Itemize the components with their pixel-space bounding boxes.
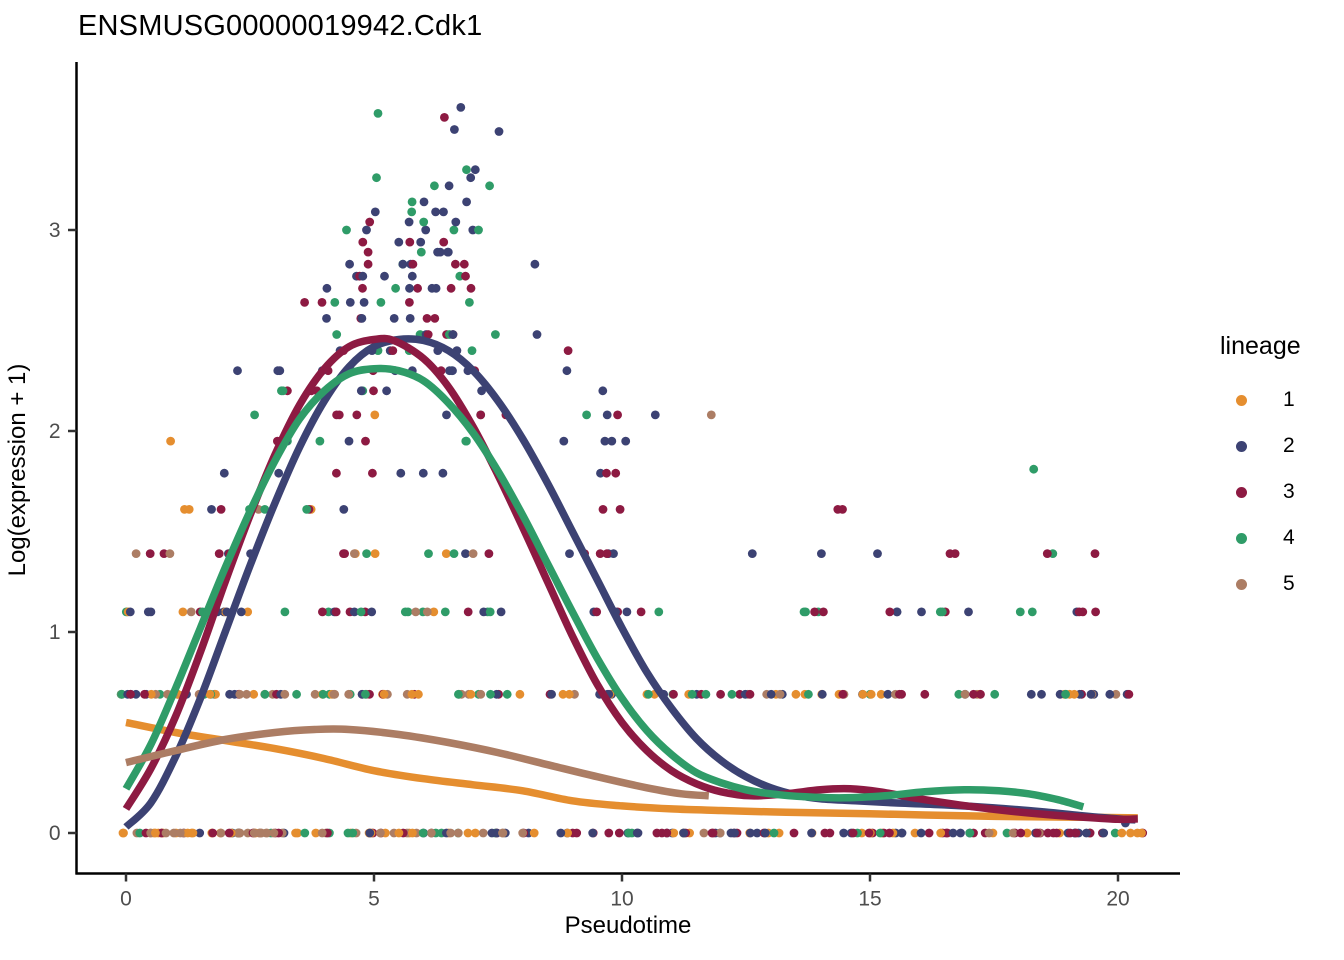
legend-item-5: 5 (1218, 561, 1344, 607)
legend: lineage 1 2 3 4 5 (1218, 332, 1344, 607)
legend-item-label: 1 (1283, 388, 1295, 411)
legend-item-label: 3 (1283, 480, 1295, 503)
legend-items: 1 2 3 4 5 (1218, 377, 1344, 607)
y-axis-label: Log(expression + 1) (4, 363, 31, 577)
smoother-lineage-1 (125, 718, 1138, 822)
legend-item-label: 5 (1283, 572, 1295, 595)
smoother-lineage-4 (122, 364, 1085, 811)
legend-item-2: 2 (1218, 423, 1344, 469)
smoother-lineage-5 (125, 725, 710, 800)
legend-item-label: 2 (1283, 434, 1295, 457)
axes: 0 5 10 15 20 0 1 2 3 (49, 62, 1180, 911)
legend-item-4: 4 (1218, 515, 1344, 561)
legend-dot-icon (1236, 532, 1247, 544)
legend-dot-icon (1236, 486, 1247, 498)
x-axis-label: Pseudotime (564, 912, 692, 939)
chart-title: ENSMUSG00000019942.Cdk1 (78, 10, 483, 42)
y-tick-label: 1 (49, 621, 61, 644)
y-tick-label: 2 (49, 420, 61, 443)
legend-dot-icon (1236, 394, 1247, 406)
legend-item-1: 1 (1218, 377, 1344, 423)
x-tick-label: 0 (120, 888, 132, 911)
y-tick-label: 3 (49, 219, 61, 242)
smoother-lineage-2 (123, 335, 1136, 830)
x-tick-label: 10 (610, 888, 633, 911)
legend-item-label: 4 (1283, 526, 1295, 549)
legend-item-3: 3 (1218, 469, 1344, 515)
x-tick-label: 20 (1106, 888, 1129, 911)
legend-dot-icon (1236, 440, 1247, 452)
legend-dot-icon (1236, 578, 1247, 590)
legend-title: lineage (1220, 332, 1301, 360)
y-tick-label: 0 (49, 822, 61, 845)
x-tick-label: 5 (368, 888, 380, 911)
x-tick-label: 15 (858, 888, 881, 911)
